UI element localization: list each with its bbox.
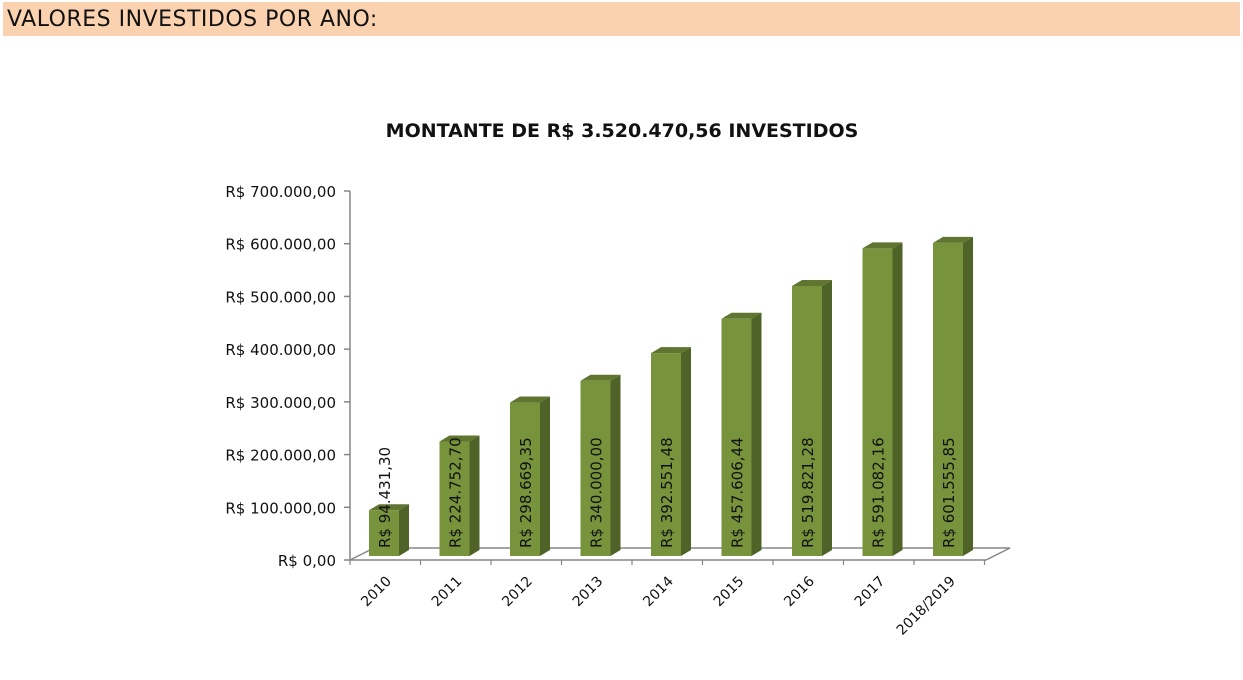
x-tick-label: 2011	[429, 574, 466, 611]
bar-side	[399, 504, 409, 556]
bar-group: R$ 224.752,70 2011	[429, 435, 480, 611]
bar-data-label: R$ 519.821,28	[799, 437, 817, 548]
bar-side	[469, 435, 480, 556]
bar-data-label: R$ 591.082,16	[870, 437, 888, 548]
bar-data-label: R$ 340.000,00	[588, 437, 606, 548]
y-tick-label: R$ 500.000,00	[225, 288, 336, 306]
bar	[439, 441, 470, 556]
bar-top	[439, 435, 480, 442]
header-band: VALORES INVESTIDOS POR ANO:	[3, 2, 1240, 36]
bar-top	[580, 374, 621, 381]
x-tick-label: 2017	[852, 574, 889, 611]
x-tick-label: 2012	[499, 574, 536, 611]
bar-data-label: R$ 94.431,30	[376, 447, 394, 548]
bar-group: R$ 601.555,85 2018/2019	[894, 236, 973, 639]
bar-group: R$ 519.821,28 2016	[781, 279, 832, 610]
y-tick-label: R$ 400.000,00	[225, 341, 336, 359]
chart-title: MONTANTE DE R$ 3.520.470,56 INVESTIDOS	[386, 120, 859, 142]
x-tick-label: 2018/2019	[894, 574, 959, 639]
y-tick-label: R$ 0,00	[278, 552, 336, 570]
x-tick-label: 2010	[358, 574, 395, 611]
bar-group: R$ 298.669,35 2012	[499, 396, 550, 611]
bar-side	[892, 242, 903, 556]
y-tick-label: R$ 200.000,00	[225, 447, 336, 465]
y-tick-label: R$ 100.000,00	[225, 499, 336, 517]
bar	[792, 285, 822, 556]
bar-side	[610, 374, 621, 556]
x-tick-label: 2015	[711, 574, 748, 611]
x-tick-label: 2013	[570, 574, 607, 611]
bar-group: R$ 392.551,48 2014	[640, 347, 691, 610]
bar	[933, 242, 963, 556]
bar	[862, 248, 893, 556]
bar-top	[651, 347, 691, 354]
bar-top	[510, 396, 550, 403]
y-tick-label: R$ 600.000,00	[225, 236, 336, 254]
bar-side	[540, 396, 550, 556]
bar-data-label: R$ 457.606,44	[729, 437, 747, 548]
bar-data-label: R$ 298.669,35	[517, 437, 535, 548]
bar-data-label: R$ 392.551,48	[658, 437, 676, 548]
bar-data-label: R$ 601.555,85	[940, 437, 958, 548]
bars-layer: R$ 94.431,30 2010 R$ 224.752,70 2011 R$ 298.…	[358, 236, 973, 639]
bar	[580, 380, 611, 556]
y-tick-label: R$ 300.000,00	[225, 394, 336, 412]
bar-group: R$ 457.606,44 2015	[711, 312, 762, 611]
bar-top	[792, 279, 832, 286]
bar-group: R$ 94.431,30 2010	[358, 447, 409, 610]
bar-top	[369, 504, 409, 511]
axis-layer: R$ 0,00 R$ 100.000,00 R$ 200.000,00 R$ 300.…	[225, 183, 1011, 570]
bar-side	[963, 236, 973, 556]
x-tick-label: 2014	[640, 573, 677, 610]
bar	[369, 510, 399, 556]
bar	[510, 402, 540, 556]
bar-side	[822, 279, 832, 556]
bar	[721, 318, 752, 556]
bar-group: R$ 340.000,00 2013	[570, 374, 621, 611]
bar-side	[681, 347, 691, 556]
bar-top	[862, 242, 903, 249]
bar-data-label: R$ 224.752,70	[447, 437, 465, 548]
bar-top	[933, 236, 973, 243]
page-title: VALORES INVESTIDOS POR ANO:	[7, 7, 378, 32]
y-tick-label: R$ 700.000,00	[225, 183, 336, 201]
chart-floor	[349, 547, 1011, 561]
bar-group: R$ 591.082,16 2017	[852, 242, 903, 610]
x-tick-label: 2016	[781, 573, 818, 610]
bar-top	[721, 312, 762, 319]
bar-side	[751, 312, 762, 556]
bar	[651, 353, 681, 556]
